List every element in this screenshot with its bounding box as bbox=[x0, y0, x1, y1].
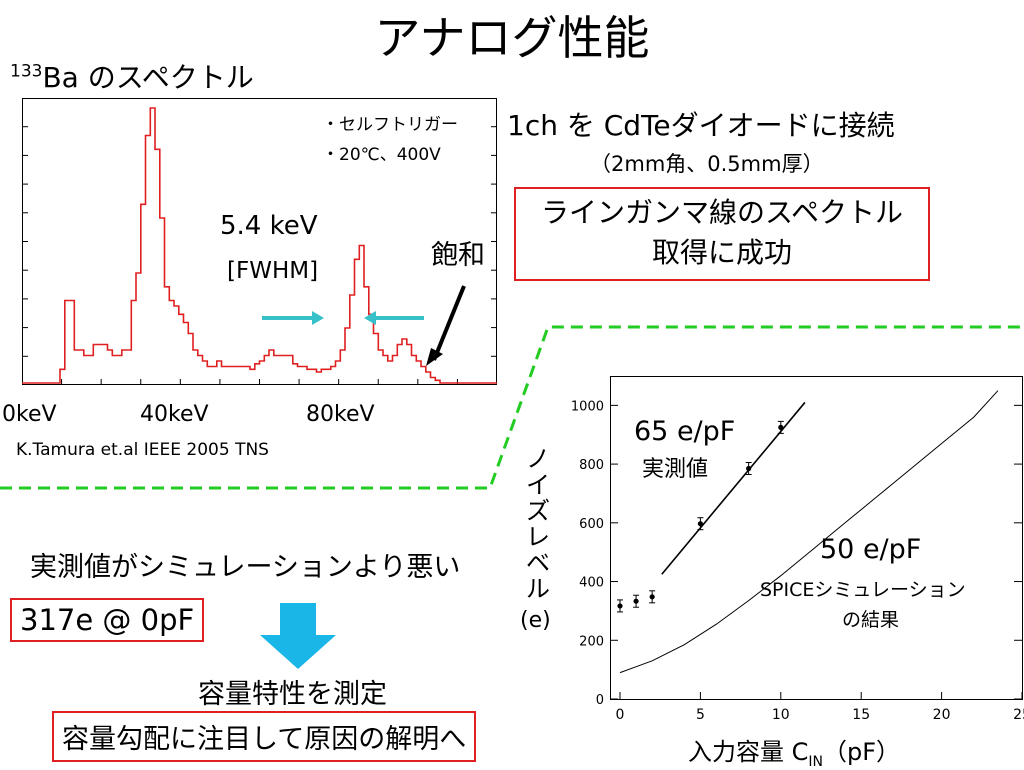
mass-number: 133 bbox=[10, 61, 43, 82]
noise-frame bbox=[610, 376, 1023, 700]
noise-x-label: 入力容量 CIN（pF） bbox=[688, 732, 900, 770]
note-bias: ・20℃、400V bbox=[322, 145, 441, 165]
spectrum-line bbox=[22, 107, 497, 384]
compare-text: 実測値がシミュレーションより悪い bbox=[30, 552, 461, 583]
success-box: ラインガンマ線のスペクトル 取得に成功 bbox=[514, 187, 930, 281]
simulation-curve bbox=[619, 390, 999, 674]
result-box: 317e @ 0pF bbox=[10, 598, 205, 642]
noise-ticks: 0 200 400 600 800 1000 0 5 10 15 20 25 bbox=[571, 399, 1024, 723]
xlabel-0kev: 0keV bbox=[2, 402, 57, 427]
noise-xtick-label: 15 bbox=[852, 707, 870, 723]
noise-ytick-label: 200 bbox=[579, 634, 604, 649]
noise-xtick-label: 0 bbox=[616, 707, 625, 723]
down-arrow-head bbox=[260, 635, 336, 669]
divider-line bbox=[0, 325, 1024, 490]
noise-xtick-label: 25 bbox=[1013, 707, 1024, 723]
connection-subtext: （2mm角、0.5mm厚） bbox=[590, 152, 824, 176]
spectrum-frame bbox=[22, 98, 497, 385]
saturation-arrow-head bbox=[426, 348, 443, 366]
spectrum-ticks bbox=[22, 126, 497, 385]
fwhm-value: 5.4 keV bbox=[220, 211, 318, 241]
measured-slope-value: 65 e/pF bbox=[634, 416, 735, 447]
xlabel-40kev: 40keV bbox=[140, 402, 209, 427]
saturation-label: 飽和 bbox=[431, 240, 485, 271]
noise-ytick-label: 800 bbox=[579, 458, 604, 473]
noise-marks bbox=[617, 390, 999, 674]
noise-ytick-label: 400 bbox=[579, 576, 604, 591]
noise-xtick-label: 20 bbox=[933, 707, 951, 723]
arrow-right-head bbox=[312, 311, 324, 325]
sim-slope-value: 50 e/pF bbox=[820, 534, 921, 565]
measured-slope-text: 実測値 bbox=[642, 457, 708, 482]
credit: K.Tamura et.al IEEE 2005 TNS bbox=[16, 440, 269, 460]
measured-point bbox=[649, 594, 655, 600]
xlabel-80kev: 80keV bbox=[306, 402, 375, 427]
down-arrow-shaft bbox=[280, 603, 316, 637]
noise-x-label-pre: 入力容量 C bbox=[688, 738, 809, 766]
arrow-left-head bbox=[364, 311, 376, 325]
measured-fit-line bbox=[661, 401, 806, 575]
noise-ytick-label: 0 bbox=[596, 693, 604, 708]
measured-point bbox=[633, 598, 639, 604]
noise-y-label: ノイズレベル bbox=[526, 445, 550, 603]
noise-x-label-post: （pF） bbox=[823, 738, 901, 766]
noise-y-unit: (e) bbox=[520, 608, 551, 633]
noise-xtick-label: 5 bbox=[696, 707, 705, 723]
saturation-arrow-line bbox=[432, 285, 466, 361]
spectrum-chart: ・セルフトリガー ・20℃、400V 5.4 keV [FWHM] 飽和 bbox=[22, 98, 497, 385]
noise-ytick-label: 600 bbox=[579, 517, 604, 532]
slide-title: アナログ性能 bbox=[374, 11, 650, 65]
success-line-2: 取得に成功 bbox=[651, 236, 792, 269]
spectrum-title-text: Ba のスペクトル bbox=[42, 61, 254, 94]
noise-x-label-sub: IN bbox=[808, 753, 823, 770]
measure-text: 容量特性を測定 bbox=[198, 679, 387, 710]
connection-text: 1ch を CdTeダイオードに接続 bbox=[507, 109, 895, 142]
sim-slope-text-1: SPICEシミュレーション bbox=[760, 579, 966, 601]
noise-xtick-label: 10 bbox=[772, 707, 790, 723]
fwhm-label: [FWHM] bbox=[227, 258, 318, 284]
success-line-1: ラインガンマ線のスペクトル bbox=[540, 196, 904, 229]
noise-chart: 020040060080010000510152025 65 e/pF 実測値 … bbox=[571, 376, 1024, 723]
sim-slope-text-2: の結果 bbox=[842, 609, 899, 631]
down-arrow-icon bbox=[260, 603, 336, 669]
measured-point bbox=[617, 603, 623, 609]
noise-ytick-label: 1000 bbox=[571, 399, 604, 414]
goal-box: 容量勾配に注目して原因の解明へ bbox=[52, 711, 477, 762]
note-self-trigger: ・セルフトリガー bbox=[322, 115, 458, 135]
measured-point bbox=[697, 521, 703, 527]
spectrum-title: 133Ba のスペクトル bbox=[10, 56, 254, 96]
